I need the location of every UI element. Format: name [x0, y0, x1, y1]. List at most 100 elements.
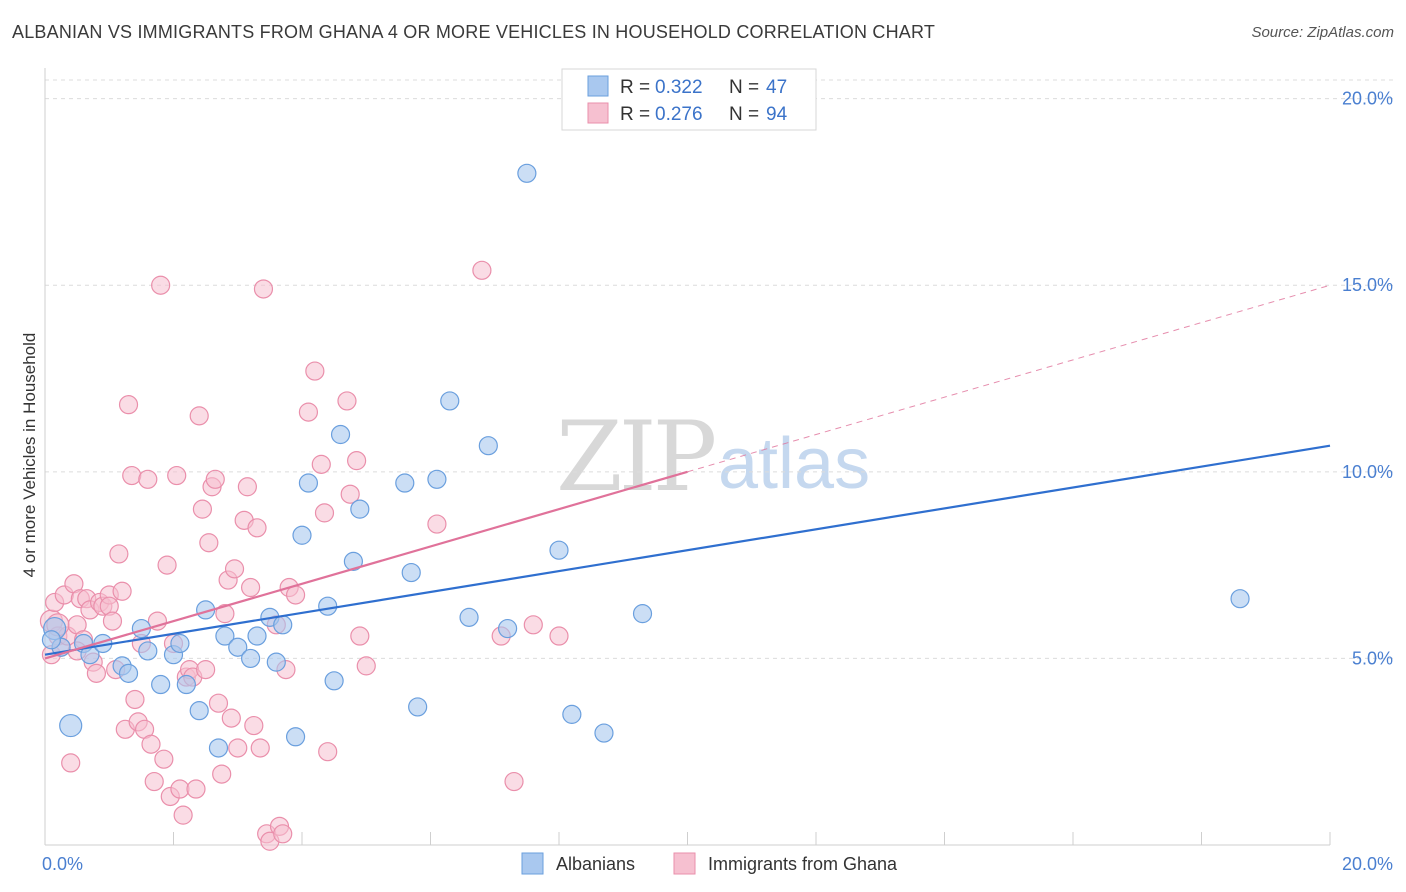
ghana-point: [118, 395, 139, 415]
ghana-point: [138, 469, 158, 489]
watermark-atlas: atlas: [718, 424, 870, 504]
ghana-point: [215, 604, 235, 624]
albanian-point: [298, 473, 319, 493]
albanian-point: [562, 704, 582, 724]
albanian-point: [408, 697, 428, 717]
ghana-point: [311, 454, 331, 474]
albanian-point: [285, 727, 306, 747]
trend-lines: [44, 284, 1331, 660]
albanian-point: [59, 713, 83, 738]
bottom-legend-ghana: Immigrants from Ghana: [708, 854, 898, 874]
albanian-point: [138, 641, 158, 661]
ghana-point: [305, 361, 325, 381]
albanian-point: [350, 499, 370, 519]
albanian-point: [395, 473, 415, 493]
albanian-point: [427, 469, 447, 489]
x-tick-labels: 0.0% 20.0%: [42, 854, 1393, 874]
albanian-point: [228, 637, 248, 657]
albanian-point: [176, 674, 196, 695]
y-axis-label: 4 or more Vehicles in Household: [20, 333, 39, 578]
legend-swatch-ghana: [587, 102, 609, 124]
ghana-point: [186, 779, 206, 799]
ghana-point: [247, 518, 267, 538]
ghana-point: [224, 559, 245, 579]
ghana-point: [205, 469, 225, 489]
ghana-point: [237, 477, 257, 497]
albanian-point: [440, 391, 460, 411]
albanian-point: [478, 436, 498, 456]
ghana-point: [228, 738, 248, 758]
legend-n-label-albanians: N =: [729, 77, 759, 98]
albanian-point: [498, 618, 518, 639]
albanian-point: [292, 525, 312, 545]
albanian-point: [273, 615, 293, 635]
ghana-point: [189, 406, 209, 426]
ghana-point: [173, 805, 193, 825]
ghana-point: [285, 585, 306, 605]
albanian-point: [215, 626, 235, 646]
albanian-point: [594, 723, 614, 743]
albanian-point: [459, 607, 479, 627]
ghana-point: [102, 611, 123, 631]
albanians-trend-line: [44, 444, 1331, 656]
legend-n-label-ghana: N =: [729, 104, 759, 125]
axes: [44, 68, 1331, 846]
source-label: Source: ZipAtlas.com: [1251, 24, 1394, 41]
ghana-point: [61, 753, 81, 773]
y-tick-label: 5.0%: [1352, 648, 1393, 668]
x-tick-label: 20.0%: [1342, 854, 1393, 874]
ghana-point: [523, 615, 543, 635]
albanian-point: [318, 596, 338, 616]
albanian-point: [266, 652, 286, 672]
albanian-point: [517, 163, 537, 183]
ghana-point: [318, 742, 338, 762]
albanian-point: [343, 551, 363, 571]
ghana-point: [167, 465, 187, 486]
x-tick-label: 0.0%: [42, 854, 83, 874]
bottom-legend: Albanians Immigrants from Ghana: [521, 852, 898, 875]
albanian-point: [41, 630, 62, 650]
ghana-point: [151, 275, 171, 295]
ghana-point: [472, 260, 492, 280]
ghana-point: [86, 663, 107, 683]
ghana-point: [504, 771, 524, 792]
legend-r-value-albanians: 0.322: [655, 77, 703, 98]
bottom-legend-swatch-albanians: [521, 852, 544, 875]
ghana-point: [141, 734, 161, 754]
albanian-point: [247, 626, 267, 646]
ghana-point: [244, 715, 264, 736]
ghana-point: [212, 764, 232, 784]
albanian-point: [324, 671, 344, 691]
albanian-point: [118, 663, 139, 683]
ghana-point: [125, 689, 145, 710]
ghana-trend-line: [44, 470, 688, 660]
legend-r-label-albanians: R =: [620, 77, 650, 98]
ghana-point: [337, 391, 357, 411]
watermark-zip: ZIP: [556, 401, 715, 513]
ghana-point: [170, 779, 190, 799]
legend-r-label-ghana: R =: [620, 104, 650, 125]
ghana-point: [273, 824, 293, 844]
bottom-legend-swatch-ghana: [673, 852, 696, 875]
ghana-point: [298, 402, 319, 422]
ghana-point: [154, 749, 174, 769]
albanian-point: [151, 674, 171, 695]
ghana-point: [144, 771, 164, 792]
ghana-point: [199, 533, 219, 553]
albanian-point: [549, 540, 569, 560]
albanian-point: [401, 562, 421, 583]
albanian-point: [170, 633, 190, 654]
ghana-point: [112, 581, 132, 601]
ghana-point: [241, 577, 261, 598]
albanian-point: [1230, 589, 1250, 609]
y-tick-label: 10.0%: [1342, 462, 1393, 482]
ghana-point: [192, 499, 213, 519]
legend-r-value-ghana: 0.276: [655, 104, 703, 125]
ghana-point: [549, 626, 569, 646]
ghana-point: [250, 738, 270, 758]
ghana-point: [253, 279, 274, 299]
y-tick-labels: 5.0% 10.0% 15.0% 20.0%: [1342, 89, 1393, 669]
ghana-point: [196, 660, 216, 680]
legend: R = 0.322 N = 47 R = 0.276 N = 94: [561, 68, 817, 131]
